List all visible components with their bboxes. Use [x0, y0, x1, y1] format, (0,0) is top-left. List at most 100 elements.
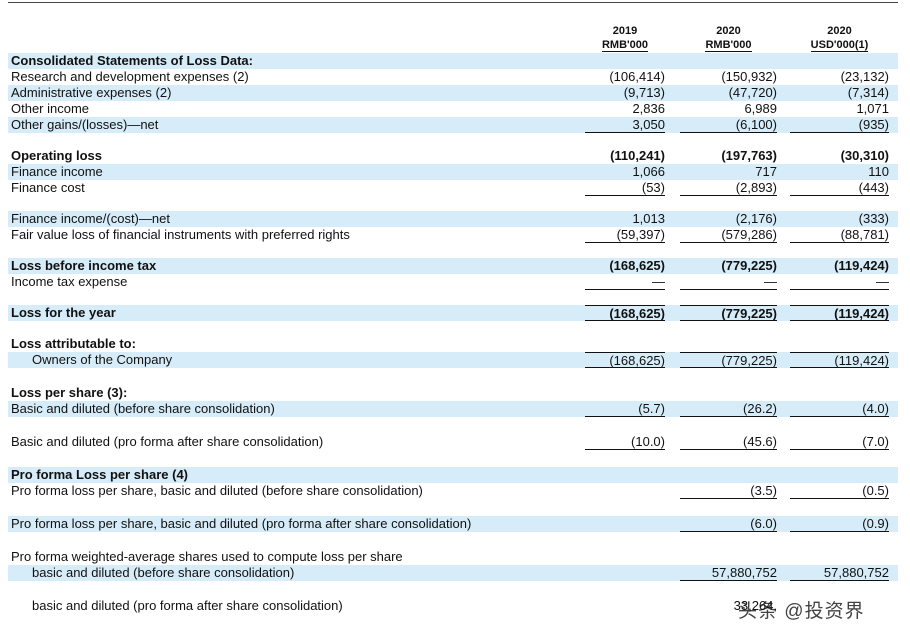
row-label: Loss before income tax — [11, 258, 157, 273]
cell-value: (3.5) — [680, 483, 777, 499]
table-row: Owners of the Company (168,625) (779,225) (… — [8, 352, 898, 368]
cell-value: (53) — [585, 180, 665, 196]
row-label: Pro forma Loss per share (4) — [11, 467, 188, 482]
cell-value: (7.0) — [790, 434, 889, 450]
row-label: Finance income — [11, 164, 103, 179]
cell-value: 57,880,752 — [790, 565, 889, 581]
top-rule — [8, 2, 898, 3]
cell-value: (88,781) — [790, 227, 889, 243]
table-row: Finance income 1,066 717 110 — [8, 164, 898, 180]
table-row: Basic and diluted (before share consolid… — [8, 401, 898, 417]
cell-value: (0.5) — [790, 483, 889, 499]
row-label: Research and development expenses (2) — [11, 69, 249, 84]
table-row: basic and diluted (before share consolid… — [8, 565, 898, 581]
row-label: Finance income/(cost)—net — [11, 211, 170, 226]
row-label: Pro forma weighted-average shares used t… — [11, 549, 403, 564]
column-year: 2020 — [716, 25, 741, 37]
cell-value: 1,013 — [632, 211, 665, 226]
cell-value: — — [790, 274, 889, 290]
column-year: 2020 — [827, 25, 852, 37]
cell-value: — — [585, 274, 665, 290]
column-header: 2019 RMB'000 — [580, 24, 670, 52]
table-row: Administrative expenses (2) (9,713) (47,72… — [8, 85, 898, 101]
table-row: Loss for the year (168,625) (779,225) (119,… — [8, 305, 898, 321]
table-row: Pro forma weighted-average shares used t… — [8, 549, 898, 565]
cell-value: (168,625) — [585, 305, 665, 321]
watermark: 头条 @投资界 — [738, 601, 865, 622]
row-label: Loss for the year — [11, 305, 116, 320]
cell-value: (333) — [858, 211, 889, 226]
table-row: Research and development expenses (2) (10… — [8, 69, 898, 85]
cell-value: (2,176) — [735, 211, 777, 226]
table-row: Pro forma loss per share, basic and dilu… — [8, 516, 898, 532]
row-label: Basic and diluted (before share consolid… — [11, 401, 275, 416]
column-unit: RMB'000 — [601, 39, 649, 52]
table-row: Other income 2,836 6,989 1,071 — [8, 101, 898, 117]
row-label: Administrative expenses (2) — [11, 85, 172, 100]
table-row: Loss per share (3): — [8, 385, 898, 401]
row-label: Other gains/(losses)—net — [11, 117, 159, 132]
cell-value: (7,314) — [847, 85, 889, 100]
cell-value: (110,241) — [610, 148, 665, 163]
row-label: Basic and diluted (pro forma after share… — [11, 434, 324, 449]
column-header: 2020 USD'000(1) — [795, 24, 885, 52]
table-row: Income tax expense — — — — [8, 274, 898, 290]
cell-value: (168,625) — [585, 352, 665, 368]
cell-value: (5.7) — [585, 401, 665, 417]
cell-value: 1,071 — [856, 101, 889, 116]
column-year: 2019 — [612, 25, 638, 37]
cell-value: (59,397) — [585, 227, 665, 243]
cell-value: (779,225) — [680, 352, 777, 368]
row-label: Owners of the Company — [32, 352, 173, 367]
table-row: Basic and diluted (pro forma after share… — [8, 434, 898, 450]
cell-value: (935) — [790, 117, 889, 133]
table-row: Fair value loss of financial instruments… — [8, 227, 898, 243]
row-label: Pro forma loss per share, basic and dilu… — [11, 483, 423, 498]
cell-value: (197,763) — [721, 148, 777, 163]
table-row: Operating loss (110,241) (197,763) (30,310) — [8, 148, 898, 164]
table-row: Pro forma loss per share, basic and dilu… — [8, 483, 898, 499]
cell-value: (9,713) — [623, 85, 665, 100]
row-label: Finance cost — [11, 180, 85, 195]
cell-value: — — [680, 274, 777, 290]
cell-value: (779,225) — [721, 258, 777, 273]
cell-value: (106,414) — [609, 69, 665, 84]
cell-value: 717 — [755, 164, 777, 179]
table-row: Finance income/(cost)—net 1,013 (2,176) (33… — [8, 211, 898, 227]
row-label: Other income — [11, 101, 90, 116]
cell-value: (443) — [790, 180, 889, 196]
cell-value: (168,625) — [609, 258, 665, 273]
row-label: Operating loss — [11, 148, 103, 163]
cell-value: (0.9) — [790, 516, 889, 532]
row-label: Pro forma loss per share, basic and dilu… — [11, 516, 472, 531]
row-label: Consolidated Statements of Loss Data: — [11, 53, 253, 68]
cell-value: 3,050 — [585, 117, 665, 133]
cell-value: (4.0) — [790, 401, 889, 417]
cell-value: 33,264, — [733, 598, 777, 613]
cell-value: (119,424) — [790, 305, 889, 321]
row-label: Loss attributable to: — [11, 336, 136, 351]
row-label: Loss per share (3): — [11, 385, 128, 400]
row-label: basic and diluted (pro forma after share… — [32, 598, 343, 613]
table-row: Finance cost (53) (2,893) (443) — [8, 180, 898, 196]
cell-value: 110 — [868, 164, 889, 179]
table-row: Other gains/(losses)—net 3,050 (6,100) (935… — [8, 117, 898, 133]
cell-value: (10.0) — [585, 434, 665, 450]
table-row: Pro forma Loss per share (4) — [8, 467, 898, 483]
cell-value: (779,225) — [680, 305, 777, 321]
cell-value: 2,836 — [632, 101, 665, 116]
row-label: basic and diluted (before share consolid… — [32, 565, 295, 580]
cell-value: 6,989 — [744, 101, 777, 116]
cell-value: (47,720) — [728, 85, 777, 100]
cell-value: (2,893) — [680, 180, 777, 196]
column-unit: USD'000(1) — [810, 39, 869, 52]
table-row: basic and diluted (pro forma after share… — [8, 598, 898, 614]
row-label: Income tax expense — [11, 274, 128, 289]
cell-value: (23,132) — [840, 69, 889, 84]
table-row: Loss before income tax (168,625) (779,225)… — [8, 258, 898, 274]
row-label: Fair value loss of financial instruments… — [11, 227, 350, 242]
cell-value: (150,932) — [721, 69, 777, 84]
cell-value: (6.0) — [680, 516, 777, 532]
cell-value: (119,424) — [790, 352, 889, 368]
